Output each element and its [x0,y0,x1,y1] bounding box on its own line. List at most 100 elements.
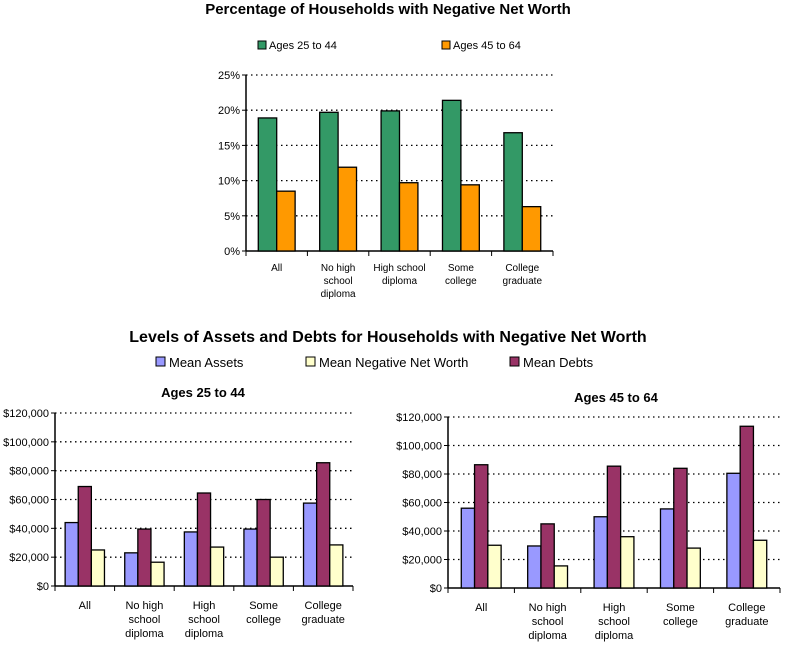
legend-label: Mean Debts [523,355,594,370]
bar [659,508,675,589]
bar [487,544,502,589]
y-tick-label: $40,000 [9,523,49,535]
chart-title: Ages 45 to 64 [574,390,659,405]
x-tick-label: diploma [382,276,417,287]
bar [619,536,635,589]
bar [503,132,523,252]
y-tick-label: 0% [224,246,240,258]
chart-title: Percentage of Households with Negative N… [205,1,571,18]
bar [441,99,462,252]
bar [329,544,344,587]
x-tick-label: graduate [725,616,768,628]
y-tick-label: $60,000 [9,495,49,507]
legend-label: Ages 25 to 44 [269,40,337,52]
legend-label: Mean Assets [169,355,244,370]
x-tick-label: College [305,600,342,612]
x-tick-label: College [505,263,539,274]
x-tick-label: College [728,602,765,614]
x-tick-label: diploma [125,628,164,640]
bar [150,561,165,587]
bar [521,205,542,252]
y-tick-label: $40,000 [402,526,442,538]
bar [302,502,318,587]
bar [606,465,622,589]
chart-title: Ages 25 to 44 [161,385,246,400]
y-tick-label: 10% [218,176,240,188]
y-tick-label: $80,000 [402,469,442,481]
chart-suptitle: Levels of Assets and Debts for Household… [129,329,646,346]
x-tick-label: diploma [185,628,224,640]
bar [739,425,755,589]
y-tick-label: $100,000 [396,441,442,453]
bar [90,549,106,587]
y-tick-label: $60,000 [402,498,442,510]
bar [257,117,278,252]
x-tick-label: school [188,614,220,626]
x-tick-label: diploma [528,630,567,642]
x-tick-label: High [193,600,216,612]
bar [540,523,555,589]
x-tick-label: school [129,614,161,626]
bar [315,462,331,587]
x-tick-label: graduate [301,614,344,626]
bar [686,547,701,589]
y-tick-label: 25% [218,70,240,82]
legend-swatch [305,356,316,367]
legend-label: Ages 45 to 64 [453,40,521,52]
bar [527,545,542,589]
y-tick-label: $0 [430,583,442,595]
bar [124,552,139,587]
x-tick-label: graduate [503,276,543,287]
x-tick-label: school [598,616,630,628]
x-tick-label: All [475,602,487,614]
legend-swatch [155,356,166,367]
y-tick-label: 5% [224,211,240,223]
x-tick-label: school [532,616,564,628]
x-tick-label: Some [448,263,475,274]
y-tick-label: $120,000 [396,412,442,424]
bar [673,467,688,589]
x-tick-label: High school [373,263,425,274]
bar [276,190,296,252]
bar [473,464,489,589]
y-tick-label: $80,000 [9,466,49,478]
x-tick-label: diploma [595,630,634,642]
x-tick-label: school [324,276,353,287]
bar [196,492,212,587]
bar [209,546,225,587]
bar [380,110,401,252]
y-tick-label: $0 [37,581,49,593]
legend-swatch [441,40,451,50]
y-tick-label: $20,000 [402,555,442,567]
bar [553,565,569,589]
y-tick-label: 20% [218,105,240,117]
x-tick-label: college [445,276,477,287]
x-tick-label: High [603,602,626,614]
bar [269,556,284,587]
bar [183,531,199,587]
bar [337,166,358,252]
legend-label: Mean Negative Net Worth [319,355,468,370]
x-tick-label: No high [529,602,567,614]
bar [77,485,93,587]
x-tick-label: No high [125,600,163,612]
x-tick-label: No high [321,263,355,274]
bar [137,528,152,587]
bar [726,472,741,589]
bar [243,528,258,587]
y-tick-label: $100,000 [3,437,49,449]
y-tick-label: $20,000 [9,552,49,564]
bar [593,516,609,589]
x-tick-label: college [663,616,698,628]
y-tick-label: $120,000 [3,408,49,420]
bar [64,521,79,587]
x-tick-label: All [271,263,282,274]
x-tick-label: Some [666,602,695,614]
legend-swatch [257,40,267,50]
bar [319,111,339,252]
x-tick-label: college [246,614,281,626]
x-tick-label: diploma [321,289,356,300]
bar [460,184,480,252]
x-tick-label: Some [249,600,278,612]
